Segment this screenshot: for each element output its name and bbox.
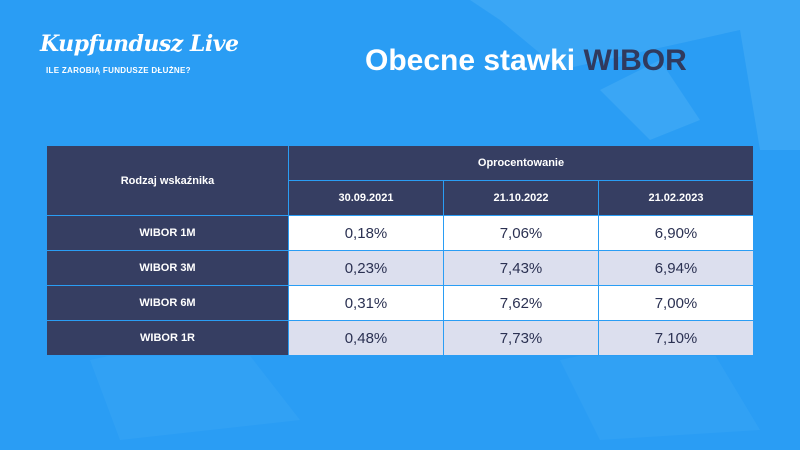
row-label-cell: WIBOR 1R (46, 320, 289, 356)
row-label-cell: WIBOR 3M (46, 250, 289, 286)
rate-cell: 7,06% (443, 215, 599, 251)
rate-cell: 0,31% (288, 285, 444, 321)
table-row: WIBOR 1R 0,48% 7,73% 7,10% (46, 320, 754, 356)
rate-cell: 7,00% (598, 285, 754, 321)
group-header-cell: Oprocentowanie (288, 145, 754, 181)
page-title: Obecne stawki WIBOR (365, 44, 687, 78)
title-accent: WIBOR (583, 44, 687, 77)
date-header-cell: 30.09.2021 (288, 180, 444, 216)
rate-cell: 6,94% (598, 250, 754, 286)
brand-logo: Kupfundusz Live ILE ZAROBIĄ FUNDUSZE DŁU… (40, 30, 240, 75)
logo-text: Kupfundusz Live (40, 31, 239, 57)
rate-cell: 0,23% (288, 250, 444, 286)
date-header-cell: 21.10.2022 (443, 180, 599, 216)
table-row: WIBOR 3M 0,23% 7,43% 6,94% (46, 250, 754, 286)
date-header-cell: 21.02.2023 (598, 180, 754, 216)
table-row: WIBOR 6M 0,31% 7,62% 7,00% (46, 285, 754, 321)
rate-cell: 7,73% (443, 320, 599, 356)
logo-tagline: ILE ZAROBIĄ FUNDUSZE DŁUŻNE? (46, 66, 191, 75)
wibor-rates-table: Rodzaj wskaźnika Oprocentowanie 30.09.20… (46, 145, 754, 356)
table-row: WIBOR 1M 0,18% 7,06% 6,90% (46, 215, 754, 251)
rate-cell: 6,90% (598, 215, 754, 251)
title-main: Obecne stawki (365, 44, 576, 77)
rate-cell: 0,18% (288, 215, 444, 251)
row-header-cell: Rodzaj wskaźnika (46, 145, 289, 216)
rate-cell: 7,10% (598, 320, 754, 356)
row-label-cell: WIBOR 6M (46, 285, 289, 321)
rate-cell: 0,48% (288, 320, 444, 356)
rate-cell: 7,62% (443, 285, 599, 321)
rate-cell: 7,43% (443, 250, 599, 286)
row-label-cell: WIBOR 1M (46, 215, 289, 251)
